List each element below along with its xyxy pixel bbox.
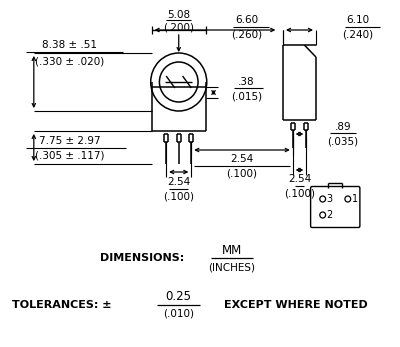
- Text: DIMENSIONS:: DIMENSIONS:: [100, 253, 184, 263]
- Text: 6.60: 6.60: [235, 15, 258, 25]
- Text: (.305 ± .117): (.305 ± .117): [35, 150, 104, 160]
- Text: 0.25: 0.25: [166, 290, 192, 304]
- Text: 2.54: 2.54: [288, 174, 311, 184]
- Text: (.035): (.035): [328, 136, 358, 146]
- Text: 2: 2: [326, 210, 332, 220]
- Text: (.200): (.200): [163, 22, 194, 32]
- Text: (.240): (.240): [342, 29, 373, 39]
- Text: .89: .89: [335, 122, 351, 132]
- Text: 3: 3: [326, 194, 332, 204]
- Text: MM: MM: [222, 244, 242, 256]
- Text: 8.38 ± .51: 8.38 ± .51: [42, 40, 97, 50]
- Text: 1: 1: [352, 194, 358, 204]
- Text: 6.10: 6.10: [346, 15, 369, 25]
- Text: (.100): (.100): [284, 188, 315, 198]
- Text: (INCHES): (INCHES): [208, 262, 255, 272]
- Text: 2.54: 2.54: [167, 177, 190, 187]
- Text: .38: .38: [238, 77, 255, 87]
- Text: 7.75 ± 2.97: 7.75 ± 2.97: [39, 136, 100, 146]
- Text: (.330 ± .020): (.330 ± .020): [35, 56, 104, 66]
- Text: (.015): (.015): [231, 91, 262, 101]
- Text: 2.54: 2.54: [230, 154, 254, 164]
- Text: EXCEPT WHERE NOTED: EXCEPT WHERE NOTED: [224, 300, 368, 310]
- Text: (.260): (.260): [231, 29, 262, 39]
- Text: (.100): (.100): [226, 168, 258, 178]
- Text: TOLERANCES: ±: TOLERANCES: ±: [12, 300, 111, 310]
- Text: (.100): (.100): [163, 191, 194, 201]
- Text: 5.08: 5.08: [167, 10, 190, 20]
- Text: (.010): (.010): [163, 309, 194, 319]
